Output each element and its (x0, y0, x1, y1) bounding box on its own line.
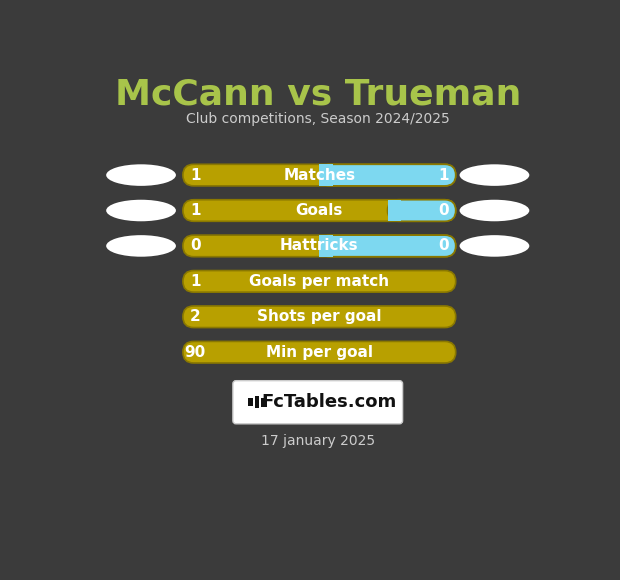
Text: 90: 90 (185, 345, 206, 360)
Text: 1: 1 (190, 168, 200, 183)
Text: 1: 1 (190, 203, 200, 218)
Text: Shots per goal: Shots per goal (257, 309, 381, 324)
Text: 0: 0 (438, 238, 449, 253)
FancyBboxPatch shape (233, 380, 402, 424)
Text: Goals: Goals (296, 203, 343, 218)
Text: Hattricks: Hattricks (280, 238, 358, 253)
Text: 2: 2 (190, 309, 201, 324)
FancyBboxPatch shape (319, 235, 456, 257)
FancyBboxPatch shape (183, 271, 456, 292)
FancyBboxPatch shape (319, 164, 456, 186)
Bar (319, 164, 334, 186)
Text: 0: 0 (438, 203, 449, 218)
Text: Matches: Matches (283, 168, 355, 183)
Bar (319, 235, 334, 257)
FancyBboxPatch shape (183, 235, 456, 257)
Ellipse shape (459, 164, 529, 186)
Ellipse shape (106, 164, 176, 186)
FancyBboxPatch shape (183, 164, 456, 186)
FancyBboxPatch shape (388, 200, 456, 222)
FancyBboxPatch shape (183, 306, 456, 328)
FancyBboxPatch shape (183, 200, 456, 222)
Text: Min per goal: Min per goal (266, 345, 373, 360)
Text: 1: 1 (190, 274, 200, 289)
Ellipse shape (106, 235, 176, 257)
Ellipse shape (106, 200, 176, 222)
Ellipse shape (459, 235, 529, 257)
Text: 1: 1 (438, 168, 448, 183)
Text: 17 january 2025: 17 january 2025 (260, 434, 375, 448)
Bar (249, 398, 253, 406)
Text: FcTables.com: FcTables.com (262, 393, 397, 411)
Text: Goals per match: Goals per match (249, 274, 389, 289)
Text: Club competitions, Season 2024/2025: Club competitions, Season 2024/2025 (186, 112, 450, 126)
FancyBboxPatch shape (183, 342, 456, 363)
Bar (388, 200, 402, 222)
Text: McCann vs Trueman: McCann vs Trueman (115, 77, 521, 111)
Ellipse shape (459, 200, 529, 222)
Bar (261, 398, 265, 407)
Text: 0: 0 (190, 238, 201, 253)
Bar (255, 396, 259, 408)
